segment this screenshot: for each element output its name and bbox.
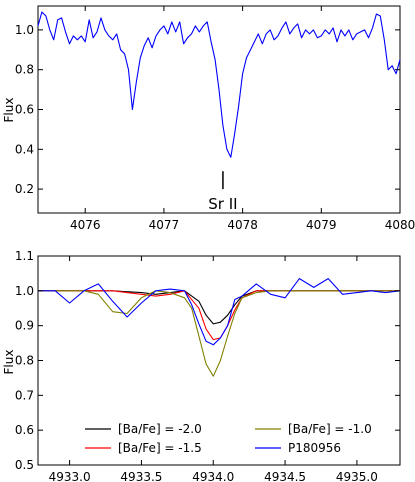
bottom-series-line-0 [38,290,400,325]
bottom-x-tick-label: 4935.0 [336,470,378,482]
bottom-x-tick-label: 4933.5 [120,470,162,482]
bottom-x-tick-label: 4933.0 [49,470,91,482]
top-series-group [37,11,401,158]
top-ticks-group: 4076 4077 4078 4079 4080 0.2 0.4 0.6 0.8 1.0 [15,6,415,232]
bottom-x-tick-label: 4934.5 [264,470,306,482]
bottom-y-tick-label: 0.5 [15,458,34,472]
top-y-tick-label: 0.4 [15,142,34,156]
legend-label-p180956: P180956 [288,441,341,455]
bottom-y-axis-label: Flux [2,350,16,375]
legend-entry-ba-fe-minus-1-0: [Ba/Fe] = -1.0 [255,422,372,436]
top-x-tick-label: 4078 [227,218,258,232]
top-x-tick-label: 4077 [149,218,180,232]
top-plot-frame [37,5,401,214]
sr-ii-label: Sr II [208,195,237,213]
top-y-tick-label: 1.0 [15,23,34,37]
legend: [Ba/Fe] = -2.0 [Ba/Fe] = -1.0 [Ba/Fe] = … [85,422,372,455]
bottom-series-line-3 [38,278,401,346]
top-y-tick-label: 0.2 [15,182,34,196]
bottom-ticks-group: 4933.0 4933.5 4934.0 4934.5 4935.0 0.5 0.6 0.7 0… [15,249,400,482]
top-y-tick-label: 0.8 [15,63,34,77]
bottom-y-tick-label: 0.9 [15,319,34,333]
top-y-axis-label: Flux [2,98,16,123]
legend-entry-p180956: P180956 [255,441,341,455]
top-x-tick-label: 4079 [306,218,337,232]
bottom-x-tick-label: 4934.0 [192,470,234,482]
bottom-series-group [38,278,401,377]
bottom-y-tick-label: 0.7 [15,388,34,402]
legend-entry-ba-fe-minus-2-0: [Ba/Fe] = -2.0 [85,422,202,436]
bottom-series-line-2 [38,290,400,377]
bottom-y-tick-label: 0.6 [15,423,34,437]
legend-label-ba-fe-minus-1-5: [Ba/Fe] = -1.5 [118,441,202,455]
top-panel: 4076 4077 4078 4079 4080 0.2 0.4 0.6 0.8 1.0 Sr I… [2,5,415,232]
top-y-tick-label: 0.6 [15,103,34,117]
bottom-y-tick-label: 0.8 [15,354,34,368]
bottom-series-line-1 [38,290,400,341]
top-x-tick-label: 4080 [385,218,415,232]
top-series-line-0 [37,11,401,158]
bottom-y-tick-label: 1.0 [15,284,34,298]
top-x-tick-label: 4076 [70,218,101,232]
sr-ii-annotation: Sr II [208,171,238,213]
bottom-panel: 4933.0 4933.5 4934.0 4934.5 4935.0 0.5 0.6 0.7 0… [2,249,401,482]
legend-entry-ba-fe-minus-1-5: [Ba/Fe] = -1.5 [85,441,202,455]
bottom-y-tick-label: 1.1 [15,249,34,263]
legend-label-ba-fe-minus-2-0: [Ba/Fe] = -2.0 [118,422,202,436]
legend-label-ba-fe-minus-1-0: [Ba/Fe] = -1.0 [288,422,372,436]
